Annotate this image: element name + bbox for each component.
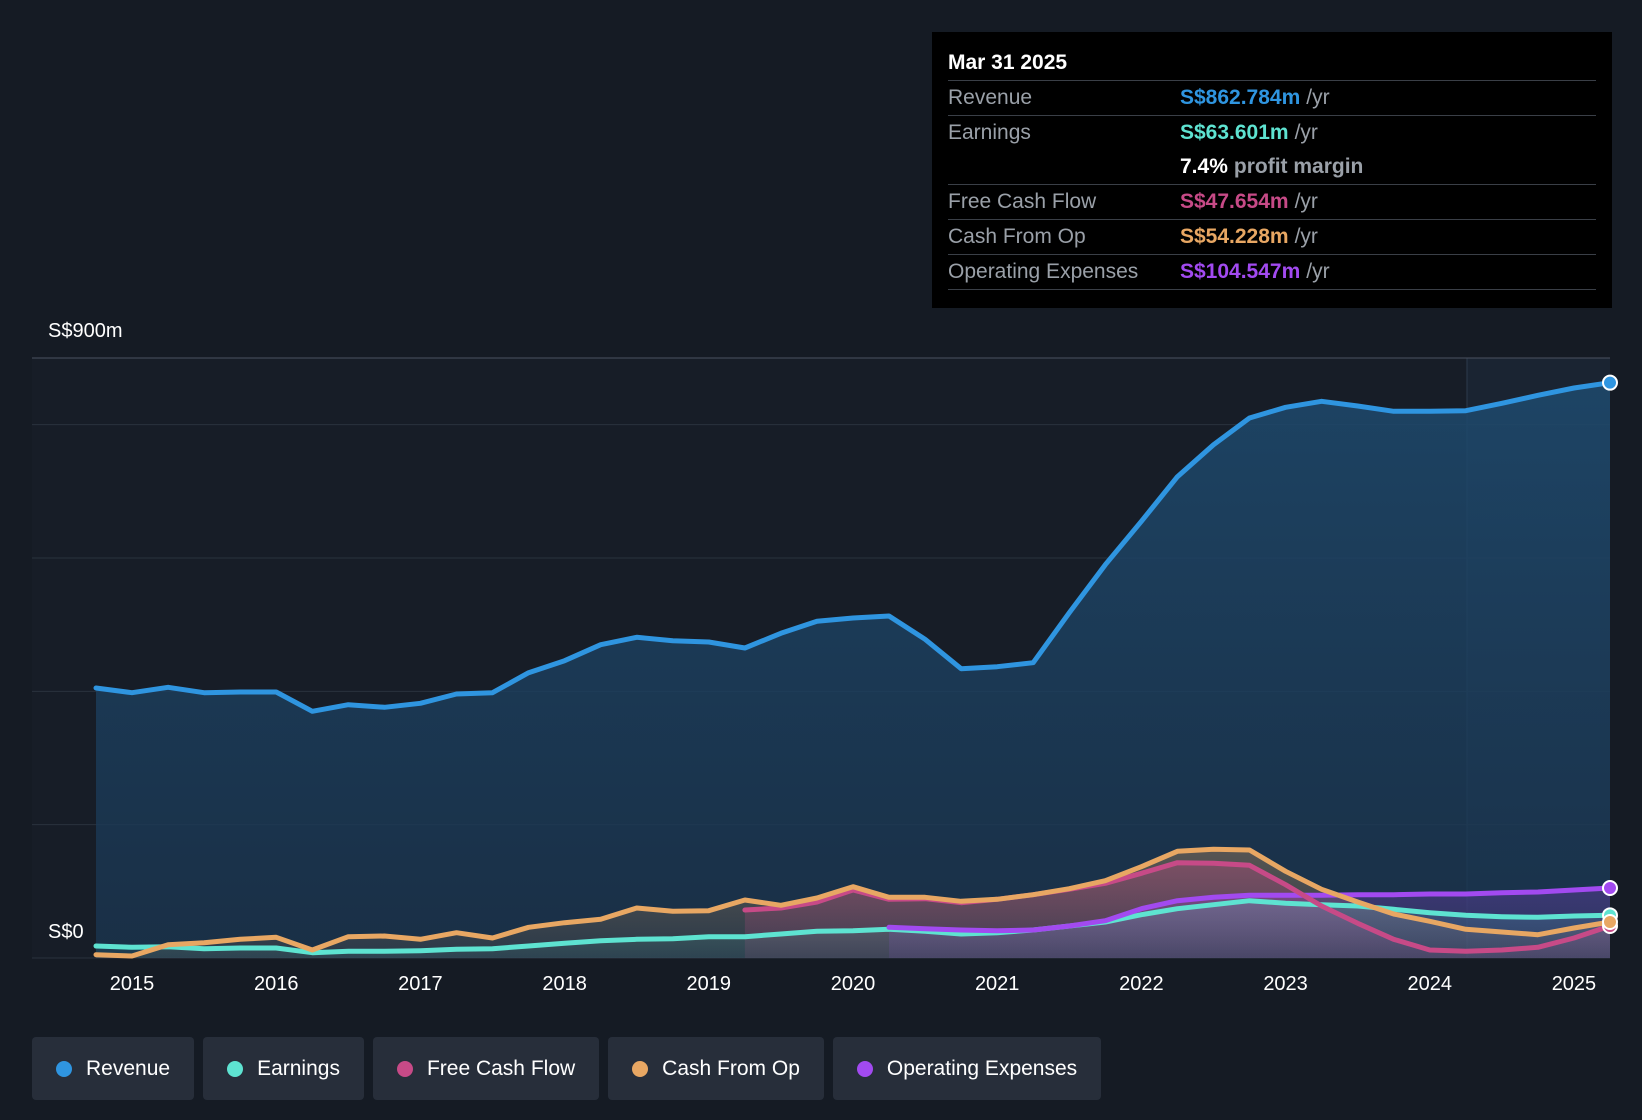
tooltip-value: S$63.601m <box>1180 121 1289 144</box>
cash-from-op-line <box>93 846 1613 959</box>
legend-label: Revenue <box>86 1056 171 1080</box>
tooltip-unit: /yr <box>1294 225 1318 248</box>
legend-cash-from-op[interactable]: Cash From Op <box>608 1037 824 1100</box>
tooltip-row-earnings: Earnings S$63.601m /yr <box>948 116 1596 150</box>
legend-label: Free Cash Flow <box>426 1056 576 1080</box>
revenue-line <box>93 380 1613 714</box>
tooltip-row-operating-expenses: Operating Expenses S$104.547m /yr <box>948 255 1596 290</box>
cash-from-op-end-marker <box>1602 914 1618 930</box>
tooltip-row-profit-margin: 7.4% profit margin <box>948 150 1596 185</box>
x-tick-label: 2015 <box>110 973 155 995</box>
x-tick-label: 2020 <box>831 973 876 995</box>
tooltip-value: 7.4% <box>1180 155 1228 178</box>
tooltip-unit: /yr <box>1294 121 1318 144</box>
x-tick-label: 2023 <box>1263 973 1308 995</box>
financial-chart: 2015 2016 2017 2018 2019 2020 2021 2022 2023 2024… <box>32 357 1618 995</box>
tooltip-unit: /yr <box>1306 86 1330 109</box>
earnings-line <box>93 898 1613 956</box>
tooltip-label: Operating Expenses <box>948 260 1139 283</box>
revenue-end-marker <box>1602 374 1618 391</box>
legend-free-cash-flow[interactable]: Free Cash Flow <box>372 1037 600 1100</box>
legend-label: Operating Expenses <box>886 1056 1078 1080</box>
tooltip-value: S$47.654m <box>1180 190 1289 213</box>
operating-expenses-line <box>886 885 1613 934</box>
operating-expenses-end-marker <box>1602 880 1618 896</box>
tooltip-label: Earnings <box>948 121 1031 144</box>
legend-revenue[interactable]: Revenue <box>32 1037 195 1100</box>
legend-dot-icon <box>227 1060 244 1077</box>
legend-label: Cash From Op <box>662 1056 800 1080</box>
x-tick-label: 2016 <box>254 973 299 995</box>
legend-dot-icon <box>56 1060 72 1077</box>
x-tick-label: 2017 <box>398 973 443 995</box>
tooltip-unit: /yr <box>1294 190 1318 213</box>
x-tick-label: 2018 <box>542 973 587 995</box>
tooltip-row-revenue: Revenue S$862.784m /yr <box>948 81 1596 116</box>
x-tick-label: 2024 <box>1408 973 1453 995</box>
legend-dot-icon <box>856 1060 873 1077</box>
revenue-area <box>96 382 1610 958</box>
x-tick-label: 2019 <box>687 973 732 995</box>
tooltip-label: Revenue <box>948 86 1033 109</box>
legend-operating-expenses[interactable]: Operating Expenses <box>832 1037 1102 1100</box>
data-tooltip: Mar 31 2025 Revenue S$862.784m /yr Earni… <box>932 32 1612 308</box>
legend-label: Earnings <box>257 1056 340 1080</box>
tooltip-label: Cash From Op <box>948 225 1086 248</box>
x-tick-label: 2022 <box>1119 973 1164 995</box>
tooltip-unit: /yr <box>1306 260 1330 283</box>
legend-dot-icon <box>632 1060 649 1077</box>
tooltip-date: Mar 31 2025 <box>948 46 1596 81</box>
tooltip-unit: profit margin <box>1233 155 1364 178</box>
tooltip-row-cash-from-op: Cash From Op S$54.228m /yr <box>948 220 1596 255</box>
tooltip-row-free-cash-flow: Free Cash Flow S$47.654m /yr <box>948 185 1596 220</box>
tooltip-value: S$54.228m <box>1180 225 1289 248</box>
x-tick-label: 2025 <box>1552 973 1597 995</box>
tooltip-value: S$862.784m <box>1180 86 1301 109</box>
legend-earnings[interactable]: Earnings <box>203 1037 364 1100</box>
chart-legend: Revenue Earnings Free Cash Flow Cash Fro… <box>32 1037 1102 1100</box>
earnings-area <box>96 900 1610 958</box>
y-axis-top-label: S$900m <box>48 320 123 342</box>
x-tick-label: 2021 <box>975 973 1020 995</box>
legend-dot-icon <box>396 1060 413 1077</box>
tooltip-label <box>948 150 1180 184</box>
tooltip-value: S$104.547m <box>1180 260 1301 283</box>
tooltip-label: Free Cash Flow <box>948 190 1097 213</box>
y-axis-bottom-label: S$0 <box>48 921 84 943</box>
